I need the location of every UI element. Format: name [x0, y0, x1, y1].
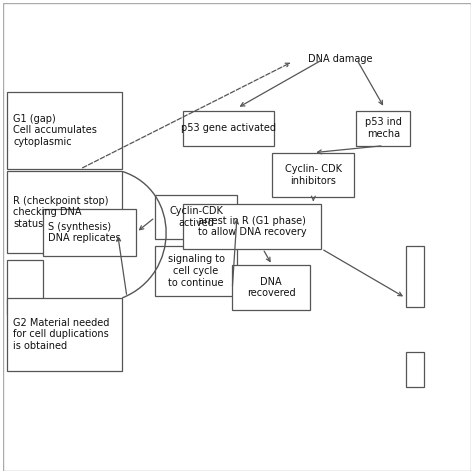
Bar — [356, 110, 410, 146]
Text: R (checkpoint stop)
checking DNA
status: R (checkpoint stop) checking DNA status — [13, 196, 109, 229]
Bar — [183, 204, 321, 249]
Bar — [8, 172, 122, 254]
Bar — [406, 246, 424, 307]
Text: Cyclin- CDK
inhibitors: Cyclin- CDK inhibitors — [284, 164, 342, 186]
Bar — [155, 195, 237, 239]
Text: Cyclin-CDK
actived: Cyclin-CDK actived — [169, 206, 223, 228]
Bar — [232, 265, 310, 310]
Text: DNA damage: DNA damage — [308, 54, 372, 64]
Text: G2 Material needed
for cell duplications
is obtained: G2 Material needed for cell duplications… — [13, 318, 109, 351]
Text: DNA
recovered: DNA recovered — [246, 276, 295, 298]
Text: p53 ind
mecha: p53 ind mecha — [365, 117, 402, 139]
Text: G1 (gap)
Cell accumulates
cytoplasmic: G1 (gap) Cell accumulates cytoplasmic — [13, 114, 97, 147]
Bar — [155, 246, 237, 296]
Bar — [406, 352, 424, 387]
Text: signaling to
cell cycle
to continue: signaling to cell cycle to continue — [167, 255, 225, 288]
Bar — [8, 298, 122, 371]
Bar — [272, 153, 354, 197]
Bar — [8, 260, 43, 314]
Bar — [43, 209, 137, 256]
Text: p53 gene activated: p53 gene activated — [181, 123, 276, 133]
Text: S (synthesis)
DNA replicates: S (synthesis) DNA replicates — [48, 221, 121, 243]
Bar — [183, 110, 274, 146]
Text: arrest in R (G1 phase)
to allow DNA recovery: arrest in R (G1 phase) to allow DNA reco… — [198, 216, 307, 237]
Bar — [8, 92, 122, 169]
